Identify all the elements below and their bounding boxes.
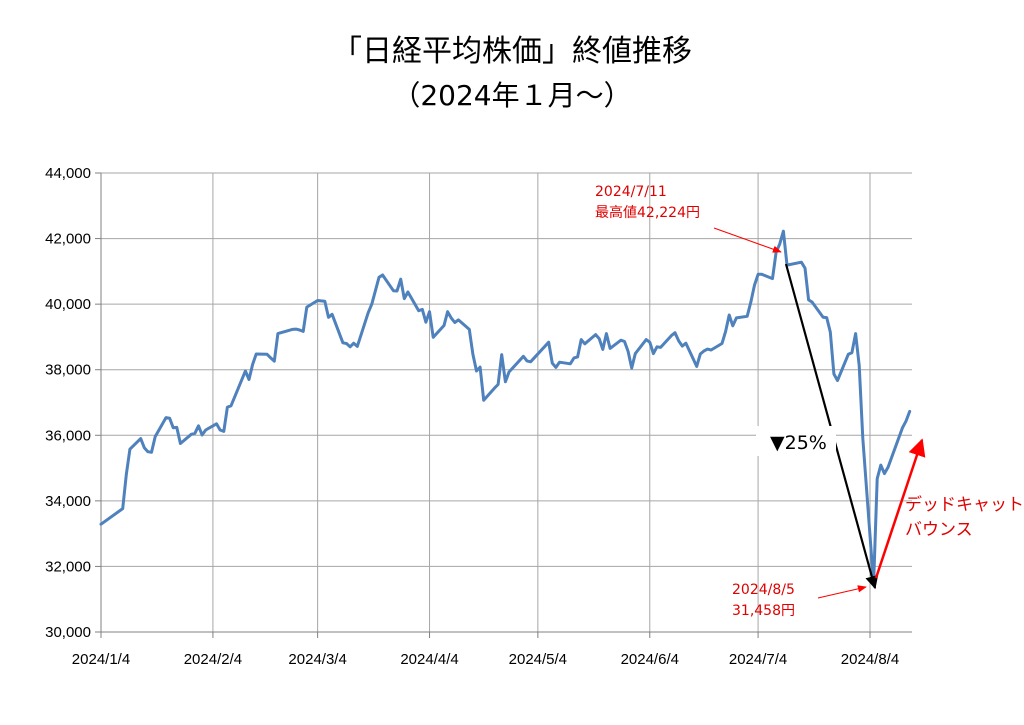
y-tick-label: 30,000 bbox=[45, 624, 91, 641]
chart-subtitle: （2024年１月～） bbox=[392, 79, 632, 112]
x-tick-label: 2024/6/4 bbox=[621, 651, 679, 668]
drop-label-bg bbox=[756, 426, 836, 456]
x-tick-label: 2024/4/4 bbox=[400, 651, 458, 668]
y-tick-label: 40,000 bbox=[45, 296, 91, 313]
x-tick-label: 2024/5/4 bbox=[509, 651, 567, 668]
y-tick-label: 42,000 bbox=[45, 231, 91, 248]
x-tick-label: 2024/1/4 bbox=[72, 651, 130, 668]
x-tick-label: 2024/2/4 bbox=[184, 651, 242, 668]
trough-date-label: 2024/8/5 bbox=[732, 582, 795, 598]
trough-callout-arrow bbox=[817, 585, 867, 599]
y-tick-label: 36,000 bbox=[45, 427, 91, 444]
trough-value-label: 31,458円 bbox=[732, 603, 795, 619]
y-tick-label: 38,000 bbox=[45, 362, 91, 379]
bounce-label-line2: バウンス bbox=[905, 520, 973, 540]
bounce-arrow bbox=[874, 438, 926, 579]
y-tick-label: 34,000 bbox=[45, 493, 91, 510]
y-tick-label: 32,000 bbox=[45, 558, 91, 575]
peak-value-label: 最高値42,224円 bbox=[595, 204, 700, 221]
peak-callout-arrow bbox=[713, 227, 782, 253]
x-tick-label: 2024/8/4 bbox=[841, 651, 899, 668]
y-tick-label: 44,000 bbox=[45, 165, 91, 182]
x-tick-label: 2024/7/4 bbox=[729, 651, 787, 668]
x-tick-label: 2024/3/4 bbox=[288, 651, 346, 668]
bounce-label-line1: デッドキャット bbox=[905, 494, 1024, 515]
chart-title: 「日経平均株価」終値推移 bbox=[332, 34, 692, 69]
series-line bbox=[99, 229, 912, 586]
drop-percent-label: ▼25% bbox=[770, 432, 827, 454]
peak-date-label: 2024/7/11 bbox=[595, 184, 667, 200]
